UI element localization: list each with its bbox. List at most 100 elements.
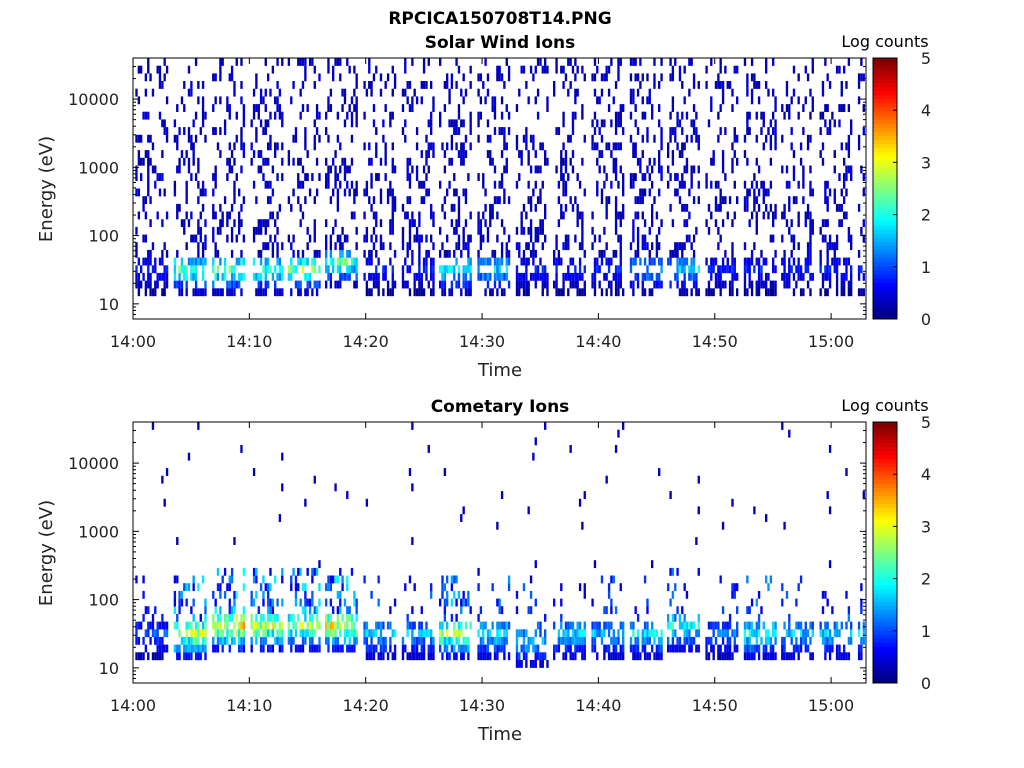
- spectrogram-cell: [660, 265, 663, 274]
- spectrogram-cell: [158, 652, 162, 661]
- spectrogram-cell: [721, 606, 725, 615]
- spectrogram-cell: [674, 613, 677, 622]
- colorbar-swatch: [873, 58, 897, 63]
- spectrogram-cell: [214, 127, 217, 135]
- spectrogram-cell: [173, 188, 177, 197]
- spectrogram-cell: [681, 242, 684, 251]
- spectrogram-cell: [411, 483, 414, 492]
- spectrogram-cell: [299, 111, 302, 120]
- spectrogram-cell: [518, 288, 521, 297]
- spectrogram-cell: [676, 567, 679, 576]
- spectrogram-cell: [264, 180, 267, 189]
- spectrogram-cell: [557, 249, 561, 258]
- spectrogram-cell: [154, 257, 157, 266]
- spectrogram-cell: [448, 157, 451, 166]
- spectrogram-cell: [240, 257, 243, 266]
- spectrogram-cell: [755, 157, 758, 166]
- spectrogram-cell: [614, 219, 618, 228]
- spectrogram-cell: [719, 629, 722, 638]
- spectrogram-cell: [226, 280, 229, 289]
- spectrogram-cell: [408, 173, 412, 181]
- spectrogram-cell: [596, 119, 599, 128]
- x-axis-label: Time: [477, 724, 522, 745]
- spectrogram-cell: [264, 88, 267, 97]
- spectrogram-cell: [564, 180, 568, 189]
- spectrogram-cell: [391, 65, 394, 74]
- spectrogram-cell: [259, 288, 263, 297]
- spectrogram-cell: [862, 272, 865, 281]
- spectrogram-cell: [462, 590, 465, 599]
- spectrogram-cell: [486, 272, 490, 281]
- spectrogram-cell: [401, 104, 405, 112]
- spectrogram-cell: [748, 280, 751, 289]
- spectrogram-cell: [646, 165, 649, 174]
- spectrogram-cell: [135, 226, 138, 235]
- spectrogram-cell: [311, 598, 314, 607]
- spectrogram-cell: [163, 280, 166, 289]
- spectrogram-cell: [603, 226, 606, 235]
- spectrogram-cell: [432, 211, 435, 220]
- spectrogram-cell: [632, 280, 635, 289]
- spectrogram-cell: [819, 288, 822, 297]
- spectrogram-cell: [781, 234, 784, 243]
- spectrogram-cell: [819, 629, 822, 638]
- spectrogram-cell: [772, 111, 775, 120]
- colorbar-swatch: [873, 155, 897, 161]
- spectrogram-cell: [600, 119, 604, 128]
- spectrogram-cell: [192, 575, 195, 584]
- spectrogram-cell: [507, 73, 511, 82]
- spectrogram-cell: [457, 111, 461, 120]
- spectrogram-cell: [641, 636, 644, 645]
- spectrogram-cell: [712, 621, 715, 630]
- spectrogram-cell: [636, 280, 640, 289]
- spectrogram-cell: [264, 219, 267, 228]
- spectrogram-cell: [197, 226, 200, 235]
- spectrogram-cell: [221, 629, 224, 638]
- spectrogram-cell: [386, 280, 390, 289]
- spectrogram-cell: [469, 234, 472, 243]
- spectrogram-cell: [448, 249, 451, 258]
- spectrogram-cell: [355, 280, 358, 289]
- spectrogram-cell: [710, 644, 713, 653]
- spectrogram-cell: [363, 272, 366, 281]
- spectrogram-cell: [632, 288, 635, 297]
- spectrogram-cell: [707, 652, 711, 661]
- spectrogram-cell: [724, 249, 727, 258]
- spectrogram-cell: [753, 652, 756, 661]
- spectrogram-cell: [318, 111, 321, 120]
- spectrogram-cell: [219, 150, 222, 158]
- spectrogram-cell: [765, 575, 768, 584]
- spectrogram-cell: [655, 644, 659, 653]
- spectrogram-cell: [355, 96, 358, 105]
- spectrogram-cell: [406, 242, 409, 251]
- spectrogram-cell: [593, 636, 597, 645]
- spectrogram-cell: [688, 265, 691, 274]
- spectrogram-cell: [216, 142, 220, 151]
- spectrogram-cell: [183, 219, 186, 228]
- spectrogram-cell: [365, 498, 369, 507]
- spectrogram-cell: [660, 142, 663, 151]
- spectrogram-cell: [228, 104, 231, 112]
- spectrogram-cell: [339, 629, 342, 638]
- spectrogram-cell: [274, 621, 277, 630]
- colorbar-swatch: [873, 483, 897, 488]
- spectrogram-cell: [683, 242, 686, 251]
- spectrogram-cell: [457, 150, 461, 158]
- spectrogram-cell: [733, 150, 736, 158]
- spectrogram-cell: [235, 134, 238, 143]
- spectrogram-cell: [462, 226, 465, 235]
- spectrogram-cell: [281, 483, 284, 492]
- spectrogram-cell: [527, 242, 530, 251]
- spectrogram-cell: [450, 636, 454, 645]
- spectrogram-cell: [135, 272, 138, 281]
- spectrogram-cell: [353, 265, 356, 274]
- spectrogram-cell: [462, 652, 465, 661]
- spectrogram-cell: [753, 506, 756, 515]
- spectrogram-cell: [370, 652, 373, 661]
- spectrogram-cell: [297, 257, 300, 266]
- spectrogram-cell: [187, 257, 191, 266]
- spectrogram-cell: [658, 188, 661, 197]
- spectrogram-cell: [835, 65, 839, 74]
- spectrogram-cell: [629, 242, 633, 251]
- colorbar-swatch: [873, 94, 897, 100]
